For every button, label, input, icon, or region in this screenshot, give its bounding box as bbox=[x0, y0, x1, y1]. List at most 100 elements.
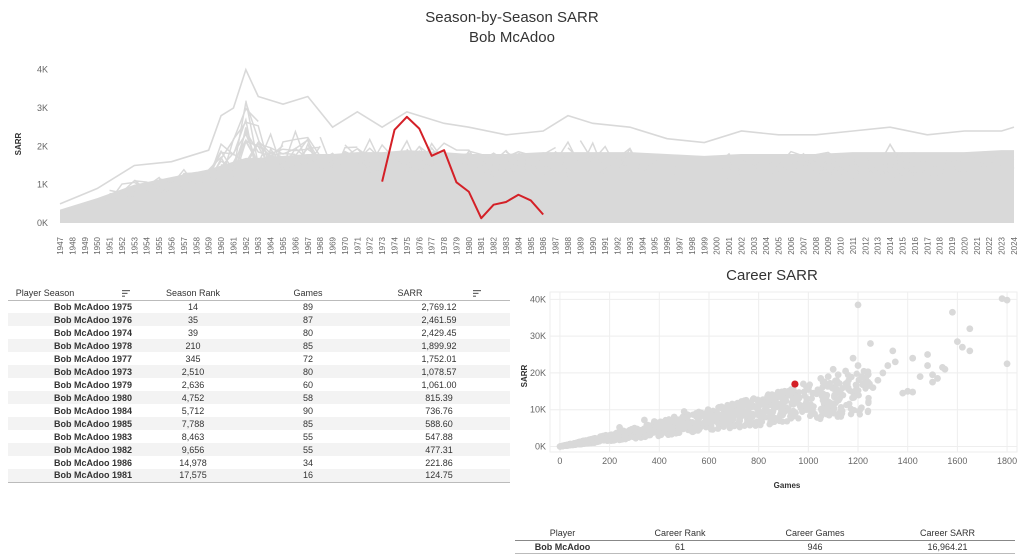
scatter-point bbox=[865, 394, 872, 402]
cell-sarr: 547.88 bbox=[425, 431, 453, 442]
table-row[interactable]: Bob McAdoo 1974 39 80 2,429.45 bbox=[8, 326, 510, 339]
scatter-point bbox=[1003, 296, 1011, 304]
cell-sarr: 2,429.45 bbox=[421, 327, 457, 338]
scatter-point bbox=[750, 395, 758, 403]
x-tick-label: 1981 bbox=[477, 236, 486, 254]
x-tick-label: 1999 bbox=[700, 236, 709, 254]
x-tick-label: 1966 bbox=[291, 236, 300, 254]
scatter-point bbox=[645, 427, 653, 435]
table-row[interactable]: Bob McAdoo 1981 17,575 16 124.75 bbox=[8, 469, 510, 483]
table-row[interactable]: Bob McAdoo 1982 9,656 55 477.31 bbox=[8, 443, 510, 456]
col-header-player-season[interactable]: Player Season bbox=[8, 286, 138, 301]
table-row[interactable]: Bob McAdoo 1976 35 87 2,461.59 bbox=[8, 313, 510, 326]
table-row[interactable]: Bob McAdoo 1984 5,712 90 736.76 bbox=[8, 404, 510, 417]
scatter-point bbox=[916, 373, 924, 380]
x-tick-label: 2010 bbox=[837, 236, 846, 254]
cell-sarr: 477.31 bbox=[368, 443, 510, 456]
x-tick-label: 1967 bbox=[304, 236, 313, 254]
x-tick-label: 1955 bbox=[155, 236, 164, 254]
cell-player-season: Bob McAdoo 1977 bbox=[54, 353, 133, 364]
x-tick-label: 1984 bbox=[514, 236, 523, 254]
scatter-point bbox=[1003, 360, 1011, 368]
career-sarr-scatter-chart[interactable]: 0K 10K 20K 30K 40K 0 200 400 600 800 1000 1200 1400 1… bbox=[512, 286, 1024, 494]
table-row[interactable]: Bob McAdoo 1973 2,510 80 1,078.57 bbox=[8, 365, 510, 378]
scatter-point bbox=[889, 347, 897, 355]
cell-games: 55 bbox=[302, 431, 313, 442]
cell-player-season: Bob McAdoo 1985 bbox=[8, 417, 138, 430]
scatter-point bbox=[587, 436, 595, 443]
sort-icon[interactable] bbox=[122, 289, 131, 297]
x-tick-label: 1948 bbox=[68, 236, 77, 254]
sort-icon[interactable] bbox=[472, 289, 481, 297]
scatter-point bbox=[833, 380, 840, 388]
scatter-highlight[interactable] bbox=[791, 380, 799, 388]
scatter-point bbox=[844, 384, 852, 392]
col-header-career-rank[interactable]: Career Rank bbox=[610, 526, 750, 541]
cell-sarr: 1,061.00 bbox=[421, 379, 457, 390]
x-tick-label: 1963 bbox=[254, 236, 263, 254]
scatter-point bbox=[640, 416, 648, 424]
scatter-point bbox=[909, 388, 917, 396]
cell-games: 58 bbox=[248, 391, 368, 404]
x-tick-label: 2014 bbox=[886, 236, 895, 254]
cell-player-season: Bob McAdoo 1982 bbox=[8, 443, 138, 456]
x-tick-label: 1964 bbox=[267, 236, 276, 254]
cell-player-season: Bob McAdoo 1984 bbox=[54, 405, 133, 416]
x-tick-label: 1989 bbox=[576, 236, 585, 254]
x-tick-label: 1979 bbox=[452, 236, 461, 254]
scatter-point bbox=[842, 367, 850, 375]
highlighted-series[interactable] bbox=[381, 115, 544, 220]
col-header-career-games[interactable]: Career Games bbox=[750, 526, 880, 541]
scatter-point bbox=[768, 419, 776, 426]
x-tick-label: 1991 bbox=[601, 236, 610, 254]
scatter-point bbox=[855, 392, 862, 399]
x-tick-label: 600 bbox=[701, 456, 716, 466]
cell-games: 89 bbox=[302, 301, 313, 312]
scatter-point bbox=[829, 365, 837, 373]
col-header-games[interactable]: Games bbox=[248, 286, 368, 301]
table-row[interactable]: Bob McAdoo 1985 7,788 85 588.60 bbox=[8, 417, 510, 430]
cell-career-games: 946 bbox=[750, 540, 880, 554]
x-tick-label: 2021 bbox=[973, 236, 982, 254]
scatter-point bbox=[838, 410, 846, 417]
background-season-line bbox=[245, 100, 296, 166]
table-row[interactable]: Bob McAdoo 1986 14,978 34 221.86 bbox=[8, 456, 510, 469]
table-row[interactable]: Bob McAdoo 1975 14 89 2,769.12 bbox=[8, 300, 510, 313]
cell-sarr: 588.60 bbox=[368, 417, 510, 430]
col-header-sarr[interactable]: SARR bbox=[368, 286, 510, 301]
scatter-point bbox=[792, 409, 799, 417]
scatter-point bbox=[685, 421, 693, 428]
scatter-point bbox=[863, 373, 870, 380]
series-line-bob-mcadoo[interactable] bbox=[381, 115, 544, 220]
table-row[interactable]: Bob McAdoo 1983 8,463 55 547.88 bbox=[8, 430, 510, 443]
scatter-points[interactable] bbox=[556, 295, 1011, 450]
cell-player-season: Bob McAdoo 1983 bbox=[54, 431, 133, 442]
x-tick-label: 1600 bbox=[947, 456, 967, 466]
scatter-point bbox=[934, 375, 941, 382]
x-tick-label: 1990 bbox=[589, 236, 598, 254]
x-tick-label: 1975 bbox=[403, 236, 412, 254]
scatter-point bbox=[801, 401, 808, 409]
x-tick-label: 800 bbox=[751, 456, 766, 466]
table-row[interactable]: Bob McAdoo 1977 345 72 1,752.01 bbox=[8, 352, 510, 365]
scatter-point bbox=[891, 358, 899, 366]
table-row[interactable]: Bob McAdoo 61 946 16,964.21 bbox=[515, 540, 1015, 554]
cell-sarr: 736.76 bbox=[425, 405, 453, 416]
season-sarr-line-chart[interactable]: 0K 1K 2K 3K 4K SARR 1947 1948 1949 1950 1951 1952… bbox=[0, 52, 1024, 264]
scatter-point bbox=[830, 410, 838, 417]
table-row[interactable]: Bob McAdoo 1980 4,752 58 815.39 bbox=[8, 391, 510, 404]
x-tick-label: 1973 bbox=[378, 236, 387, 254]
table-row[interactable]: Bob McAdoo 1978 210 85 1,899.92 bbox=[8, 339, 510, 352]
col-header-season-rank[interactable]: Season Rank bbox=[138, 286, 248, 301]
scatter-point-bob-mcadoo[interactable] bbox=[791, 380, 799, 388]
table-row[interactable]: Bob McAdoo 1979 2,636 60 1,061.00 bbox=[8, 378, 510, 391]
scatter-point bbox=[804, 386, 812, 393]
background-season-line bbox=[356, 147, 557, 170]
cell-games: 85 bbox=[248, 339, 368, 352]
col-header-career-sarr[interactable]: Career SARR bbox=[880, 526, 1015, 541]
scatter-point bbox=[719, 414, 727, 421]
scatter-point bbox=[809, 389, 817, 397]
scatter-point bbox=[787, 415, 795, 422]
col-header-player[interactable]: Player bbox=[515, 526, 610, 541]
x-tick-label: 1968 bbox=[316, 236, 325, 254]
